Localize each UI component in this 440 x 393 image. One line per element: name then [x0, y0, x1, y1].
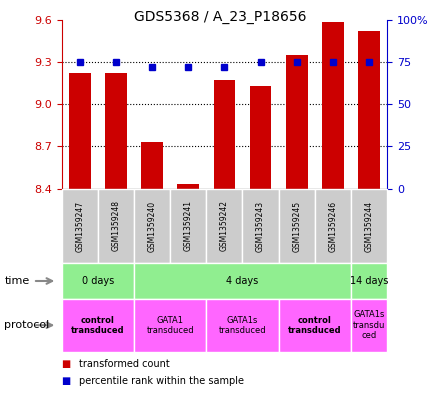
Text: GSM1359246: GSM1359246 [328, 200, 337, 252]
Bar [213, 80, 235, 189]
Text: GSM1359240: GSM1359240 [147, 200, 157, 252]
Text: 4 days: 4 days [226, 276, 259, 286]
Bar [286, 55, 308, 189]
Text: time: time [4, 276, 29, 286]
Text: GSM1359248: GSM1359248 [111, 200, 121, 252]
Text: protocol: protocol [4, 320, 50, 330]
Text: percentile rank within the sample: percentile rank within the sample [79, 376, 244, 386]
Text: transformed count: transformed count [79, 358, 170, 369]
Text: control
transduced: control transduced [288, 316, 341, 335]
Text: ■: ■ [62, 358, 71, 369]
Text: GSM1359244: GSM1359244 [365, 200, 374, 252]
Bar [105, 73, 127, 189]
Text: GATA1s
transduced: GATA1s transduced [219, 316, 266, 335]
Bar [358, 31, 380, 189]
Bar [322, 22, 344, 189]
Text: GATA1
transduced: GATA1 transduced [147, 316, 194, 335]
Text: GDS5368 / A_23_P18656: GDS5368 / A_23_P18656 [134, 10, 306, 24]
Text: GATA1s
transdu
ced: GATA1s transdu ced [353, 310, 385, 340]
Bar [141, 142, 163, 189]
Text: GSM1359241: GSM1359241 [184, 200, 193, 252]
Bar [250, 86, 271, 189]
Text: 0 days: 0 days [82, 276, 114, 286]
Text: ■: ■ [62, 376, 71, 386]
Bar [177, 184, 199, 189]
Text: 14 days: 14 days [350, 276, 388, 286]
Bar [69, 73, 91, 189]
Text: control
transduced: control transduced [71, 316, 125, 335]
Text: GSM1359243: GSM1359243 [256, 200, 265, 252]
Text: GSM1359245: GSM1359245 [292, 200, 301, 252]
Text: GSM1359242: GSM1359242 [220, 200, 229, 252]
Text: GSM1359247: GSM1359247 [75, 200, 84, 252]
